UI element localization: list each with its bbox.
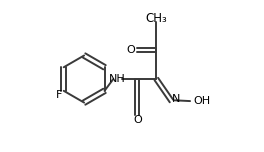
Text: N: N [172,94,181,104]
Text: NH: NH [109,74,126,84]
Text: CH₃: CH₃ [145,12,167,25]
Text: O: O [133,115,142,125]
Text: F: F [56,90,62,100]
Text: OH: OH [194,96,210,106]
Text: O: O [126,45,135,55]
